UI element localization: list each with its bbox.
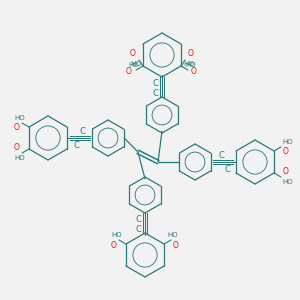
Text: HO: HO [283,139,293,145]
Text: HO: HO [15,115,25,121]
Text: C: C [152,80,158,88]
Text: HO: HO [128,62,139,68]
Text: C: C [135,224,141,233]
Text: C: C [152,88,158,98]
Text: C: C [79,127,85,136]
Text: O: O [283,148,289,157]
Text: C: C [218,151,224,160]
Text: O: O [125,67,131,76]
Text: HO: HO [183,61,194,67]
Text: O: O [283,167,289,176]
Text: HO: HO [112,232,122,238]
Text: C: C [224,164,230,173]
Text: O: O [14,124,20,133]
Text: HO: HO [130,61,141,67]
Text: O: O [188,49,194,58]
Text: C: C [73,140,79,149]
Text: O: O [173,241,179,250]
Text: O: O [111,241,117,250]
Text: HO: HO [15,155,25,161]
Text: O: O [191,67,197,76]
Text: HO: HO [168,232,178,238]
Text: C: C [135,215,141,224]
Text: HO: HO [283,179,293,185]
Text: O: O [14,143,20,152]
Text: HO: HO [185,62,196,68]
Text: O: O [130,49,136,58]
